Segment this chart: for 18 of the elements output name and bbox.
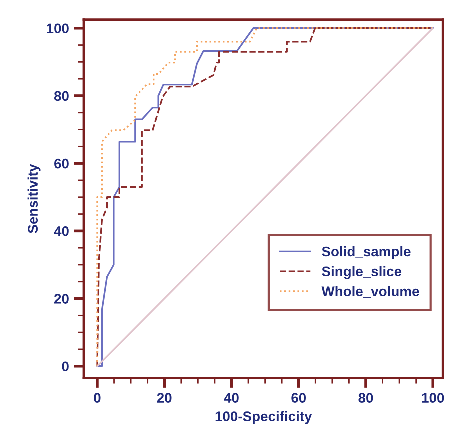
legend-label: Whole_volume xyxy=(322,286,420,298)
y-tick-label: 20 xyxy=(54,294,69,304)
x-tick-label: 0 xyxy=(94,393,101,403)
y-tick-label: 100 xyxy=(47,24,69,34)
x-tick-label: 80 xyxy=(358,393,374,403)
y-axis-title: Sensitivity xyxy=(28,164,41,234)
legend-label: Single_slice xyxy=(322,266,402,280)
y-tick-label: 40 xyxy=(54,226,69,236)
y-tick-label: 0 xyxy=(62,362,69,372)
x-axis-title: 100-Specificity xyxy=(216,411,312,424)
y-tick-label: 80 xyxy=(54,91,69,102)
x-tick-label: 60 xyxy=(292,393,306,403)
line-series xyxy=(96,28,434,368)
x-tick-label: 100 xyxy=(422,393,444,403)
y-tick-label: 60 xyxy=(54,158,69,169)
legend-label: Solid_sample xyxy=(322,246,411,260)
x-tick-label: 20 xyxy=(157,393,172,403)
x-tick-label: 40 xyxy=(224,393,239,403)
